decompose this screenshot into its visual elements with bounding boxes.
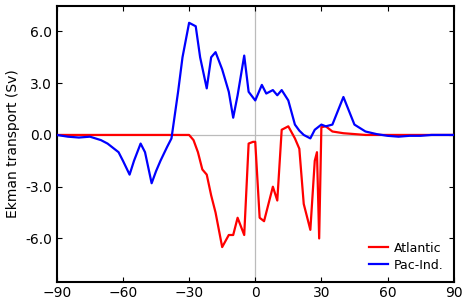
- Y-axis label: Ekman transport (Sv): Ekman transport (Sv): [6, 69, 20, 218]
- Legend: Atlantic, Pac-Ind.: Atlantic, Pac-Ind.: [365, 238, 447, 275]
